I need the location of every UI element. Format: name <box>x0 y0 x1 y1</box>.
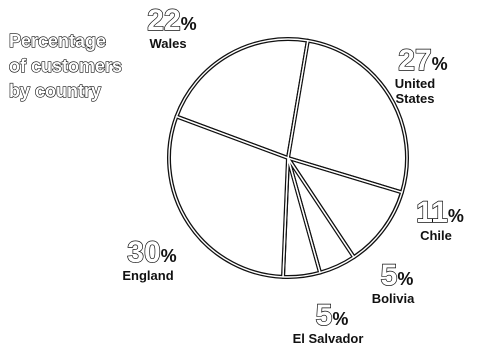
country-name-label: Chile <box>420 228 452 243</box>
percent-value-label: 22% <box>147 4 196 37</box>
pie-slice-inner-line <box>168 115 289 278</box>
country-name-label: United States <box>395 76 436 106</box>
percent-value-label: 30% <box>127 236 176 269</box>
percent-value-label: 5% <box>381 259 414 292</box>
country-name-label: Wales <box>149 36 186 51</box>
country-name-label: Bolivia <box>372 291 415 306</box>
chart-title: Percentage of customers by country <box>8 30 122 101</box>
percent-value-label: 11% <box>416 196 464 229</box>
percent-value-label: 27% <box>398 44 447 77</box>
pie-slices <box>167 37 409 279</box>
pie-slice-inner-line <box>287 157 403 258</box>
slice-label-england: 30%England <box>122 235 176 283</box>
slice-label-bolivia: 5%Bolivia <box>372 258 415 306</box>
percent-value-label: 5% <box>316 299 349 332</box>
slice-label-united-states: 27%United States <box>395 43 448 106</box>
chart-title-line: by country <box>9 81 101 101</box>
country-name-label: El Salvador <box>293 331 364 346</box>
pie-slice-inner-line <box>175 38 309 159</box>
slice-label-el-salvador: 5%El Salvador <box>293 298 364 346</box>
country-name-label: England <box>122 268 173 283</box>
slice-label-chile: 11%Chile <box>415 195 464 243</box>
chart-title-line: Percentage <box>9 31 106 51</box>
chart-title-line: of customers <box>9 56 122 76</box>
pie-slice-inner-line <box>287 39 408 194</box>
slice-label-wales: 22%Wales <box>147 3 197 51</box>
